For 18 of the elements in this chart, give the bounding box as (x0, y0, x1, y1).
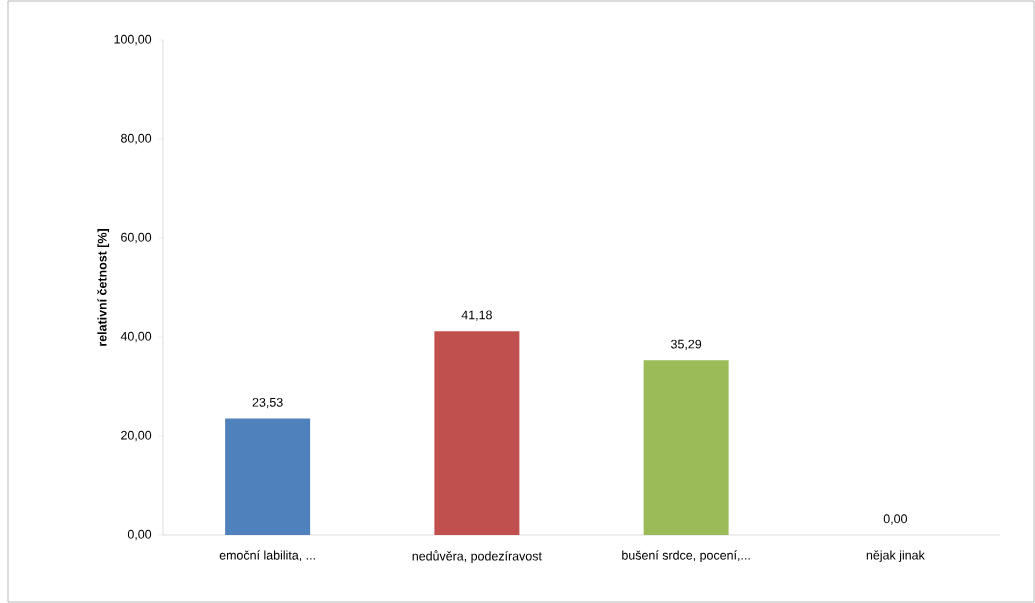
y-tick-label: 0,00 (127, 529, 152, 541)
bar (225, 418, 311, 535)
data-label: 0,00 (883, 514, 908, 525)
bar (434, 331, 520, 535)
y-tick-label: 20,00 (121, 430, 152, 442)
x-tick-label: nedůvěra, podezíravost (412, 550, 542, 563)
x-tick-label: emoční labilita, ... (219, 550, 315, 562)
y-axis-title: relativní četnost [%] (97, 229, 110, 346)
bar (643, 360, 729, 535)
data-label: 23,53 (252, 397, 283, 409)
data-label: 35,29 (671, 339, 702, 350)
data-label: 41,18 (461, 310, 492, 321)
y-tick-label: 100,00 (114, 34, 152, 46)
y-tick-label: 40,00 (120, 331, 152, 343)
y-tick-label: 60,00 (121, 232, 152, 244)
x-tick-label: nějak jinak (866, 550, 925, 562)
y-tick-label: 80,00 (121, 133, 152, 145)
x-tick-label: bušení srdce, pocení,... (622, 550, 750, 563)
